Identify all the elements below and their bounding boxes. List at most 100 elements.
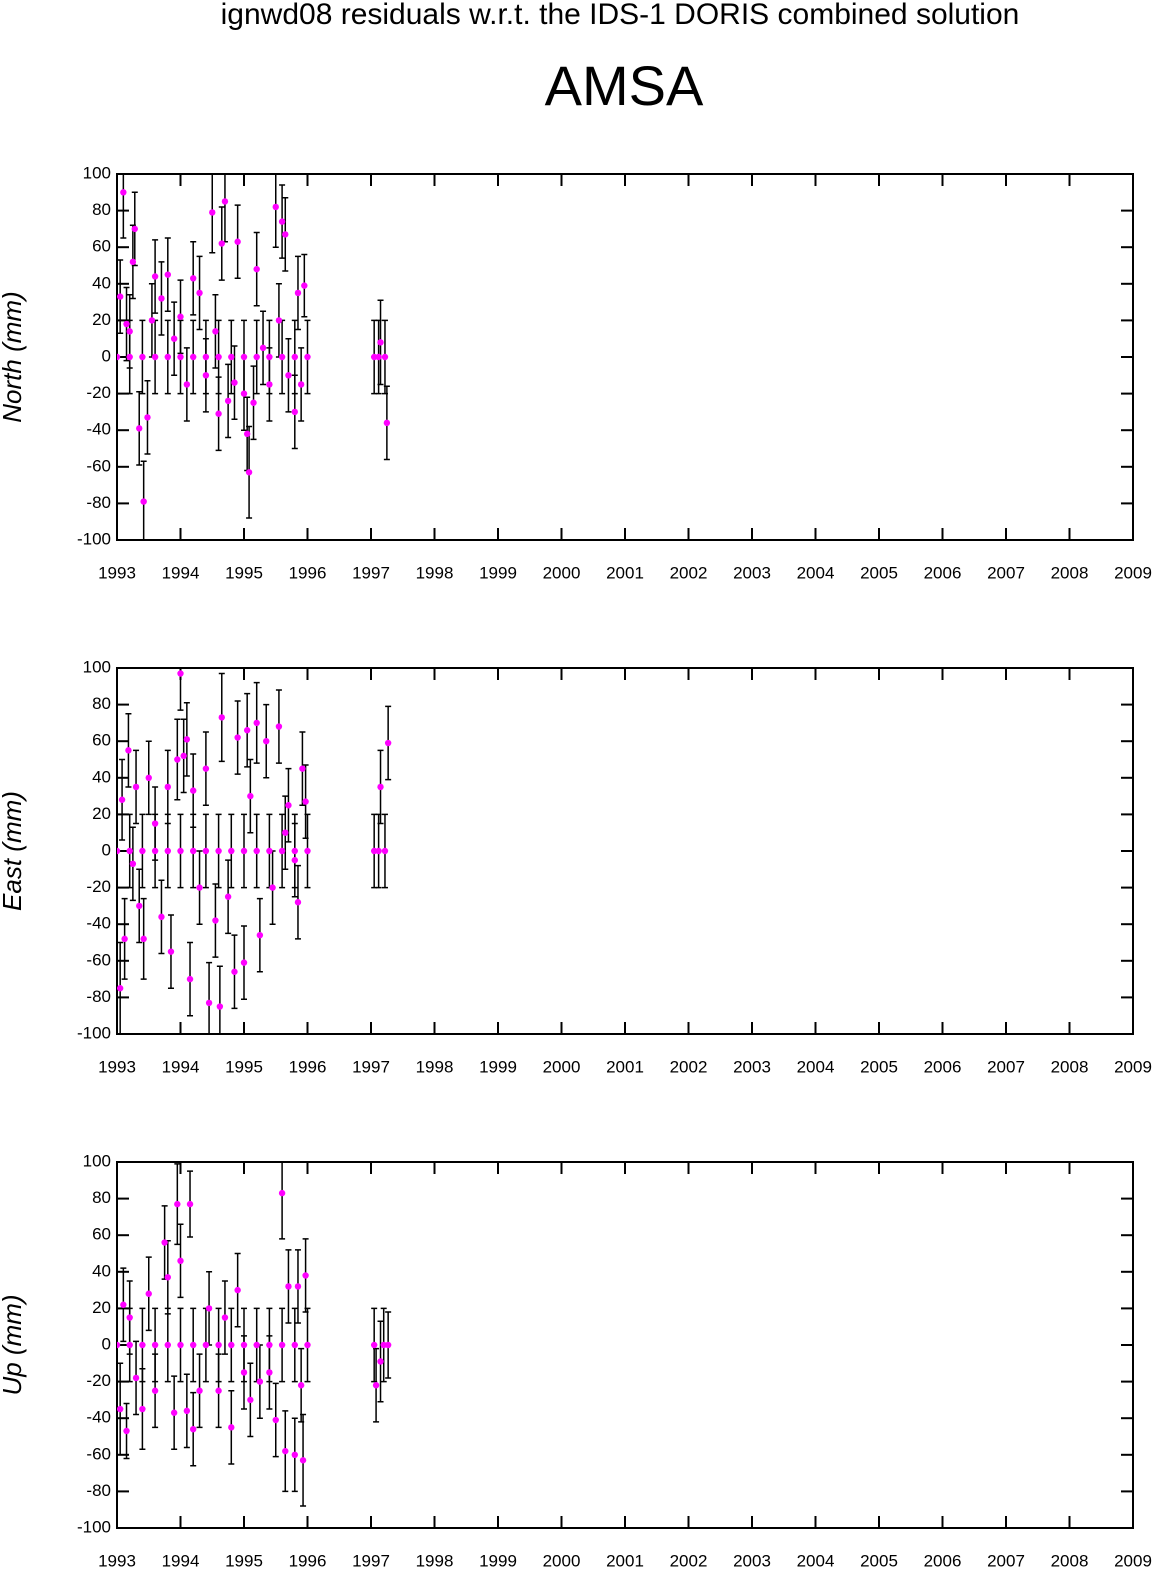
figure-title: ignwd08 residuals w.r.t. the IDS-1 DORIS…: [221, 0, 1020, 31]
y-tick-label: 100: [83, 163, 111, 182]
y-tick-label: -40: [86, 914, 111, 933]
data-point: [145, 774, 152, 781]
x-tick-label: 1996: [289, 1551, 327, 1570]
data-area: [117, 668, 392, 1034]
data-point: [145, 1290, 152, 1297]
data-point: [221, 198, 229, 205]
data-point: [278, 353, 286, 361]
data-point: [259, 344, 267, 352]
data-point: [158, 295, 165, 302]
data-point: [177, 670, 184, 677]
y-tick-label: 0: [102, 1334, 111, 1353]
data-point: [375, 847, 382, 855]
data-point: [240, 390, 248, 397]
data-point: [131, 225, 138, 233]
data-point: [177, 847, 184, 855]
data-point: [234, 734, 241, 741]
data-point: [151, 847, 159, 855]
x-tick-label: 2008: [1051, 1551, 1089, 1570]
x-tick-label: 1996: [289, 563, 327, 582]
data-point: [256, 931, 264, 939]
x-tick-label: 2007: [987, 563, 1025, 582]
data-point: [190, 787, 197, 794]
data-point: [136, 425, 143, 432]
data-point: [202, 353, 210, 361]
x-tick-label: 1998: [416, 1551, 454, 1570]
data-point: [228, 847, 235, 855]
data-point: [216, 1003, 224, 1010]
data-point: [240, 353, 248, 361]
data-point: [132, 783, 140, 791]
data-point: [202, 847, 210, 855]
data-point: [384, 739, 392, 747]
data-point: [126, 353, 133, 361]
data-point: [383, 419, 391, 427]
data-point: [177, 1257, 184, 1265]
data-point: [234, 1286, 241, 1294]
data-point: [117, 1341, 121, 1349]
x-tick-label: 1993: [98, 1551, 136, 1570]
data-point: [228, 1424, 235, 1431]
data-point: [129, 258, 137, 266]
data-point: [202, 1341, 210, 1349]
x-tick-label: 2009: [1114, 1551, 1152, 1570]
data-point: [190, 1341, 197, 1349]
x-tick-label: 2009: [1114, 1057, 1152, 1076]
y-axis-label: East (mm): [0, 791, 27, 911]
data-point: [117, 985, 124, 992]
x-tick-label: 2009: [1114, 563, 1152, 582]
data-point: [266, 847, 273, 855]
x-tick-label: 2005: [860, 563, 898, 582]
data-point: [266, 381, 273, 388]
data-point: [294, 899, 302, 906]
data-point: [205, 1305, 213, 1312]
x-tick-label: 2002: [670, 563, 708, 582]
x-tick-label: 1994: [162, 1551, 200, 1570]
panel: -100 -80 -60 -40 -20 0 20 40 60 80 100 1993 1994 1995…: [0, 163, 1152, 582]
y-tick-label: 0: [102, 840, 111, 859]
x-tick-label: 2008: [1051, 1057, 1089, 1076]
data-point: [132, 1374, 140, 1382]
data-point: [285, 1283, 292, 1290]
data-point: [117, 1405, 124, 1413]
data-point: [151, 1387, 159, 1394]
data-point: [215, 1387, 222, 1394]
data-point: [231, 379, 238, 386]
y-tick-label: -60: [86, 456, 111, 475]
data-point: [377, 339, 384, 346]
y-tick-label: -20: [86, 383, 111, 402]
x-tick-label: 2000: [543, 563, 581, 582]
data-point: [263, 738, 270, 745]
data-point: [215, 410, 222, 417]
data-point: [148, 317, 156, 324]
x-tick-label: 2004: [797, 1057, 835, 1076]
data-point: [245, 469, 253, 476]
data-point: [240, 1369, 248, 1376]
error-bar: [117, 319, 120, 395]
data-point: [240, 847, 248, 855]
y-tick-label: -100: [77, 1023, 111, 1042]
data-point: [151, 820, 159, 827]
data-point: [180, 752, 187, 760]
x-tick-label: 2005: [860, 1057, 898, 1076]
data-point: [224, 397, 232, 405]
data-point: [164, 353, 171, 361]
data-point: [272, 1416, 279, 1424]
x-tick-label: 2006: [924, 563, 962, 582]
y-tick-label: 40: [92, 273, 111, 292]
x-tick-label: 2004: [797, 563, 835, 582]
data-point: [304, 353, 311, 361]
data-point: [144, 414, 151, 421]
y-tick-label: -60: [86, 950, 111, 969]
data-point: [278, 218, 286, 225]
x-tick-label: 2002: [670, 1551, 708, 1570]
data-point: [121, 935, 128, 943]
data-point: [285, 372, 292, 379]
data-point: [117, 847, 121, 855]
data-point: [186, 975, 194, 983]
data-point: [253, 265, 260, 273]
data-point: [266, 1341, 273, 1349]
data-point: [139, 1405, 146, 1413]
data-point: [291, 1341, 298, 1349]
